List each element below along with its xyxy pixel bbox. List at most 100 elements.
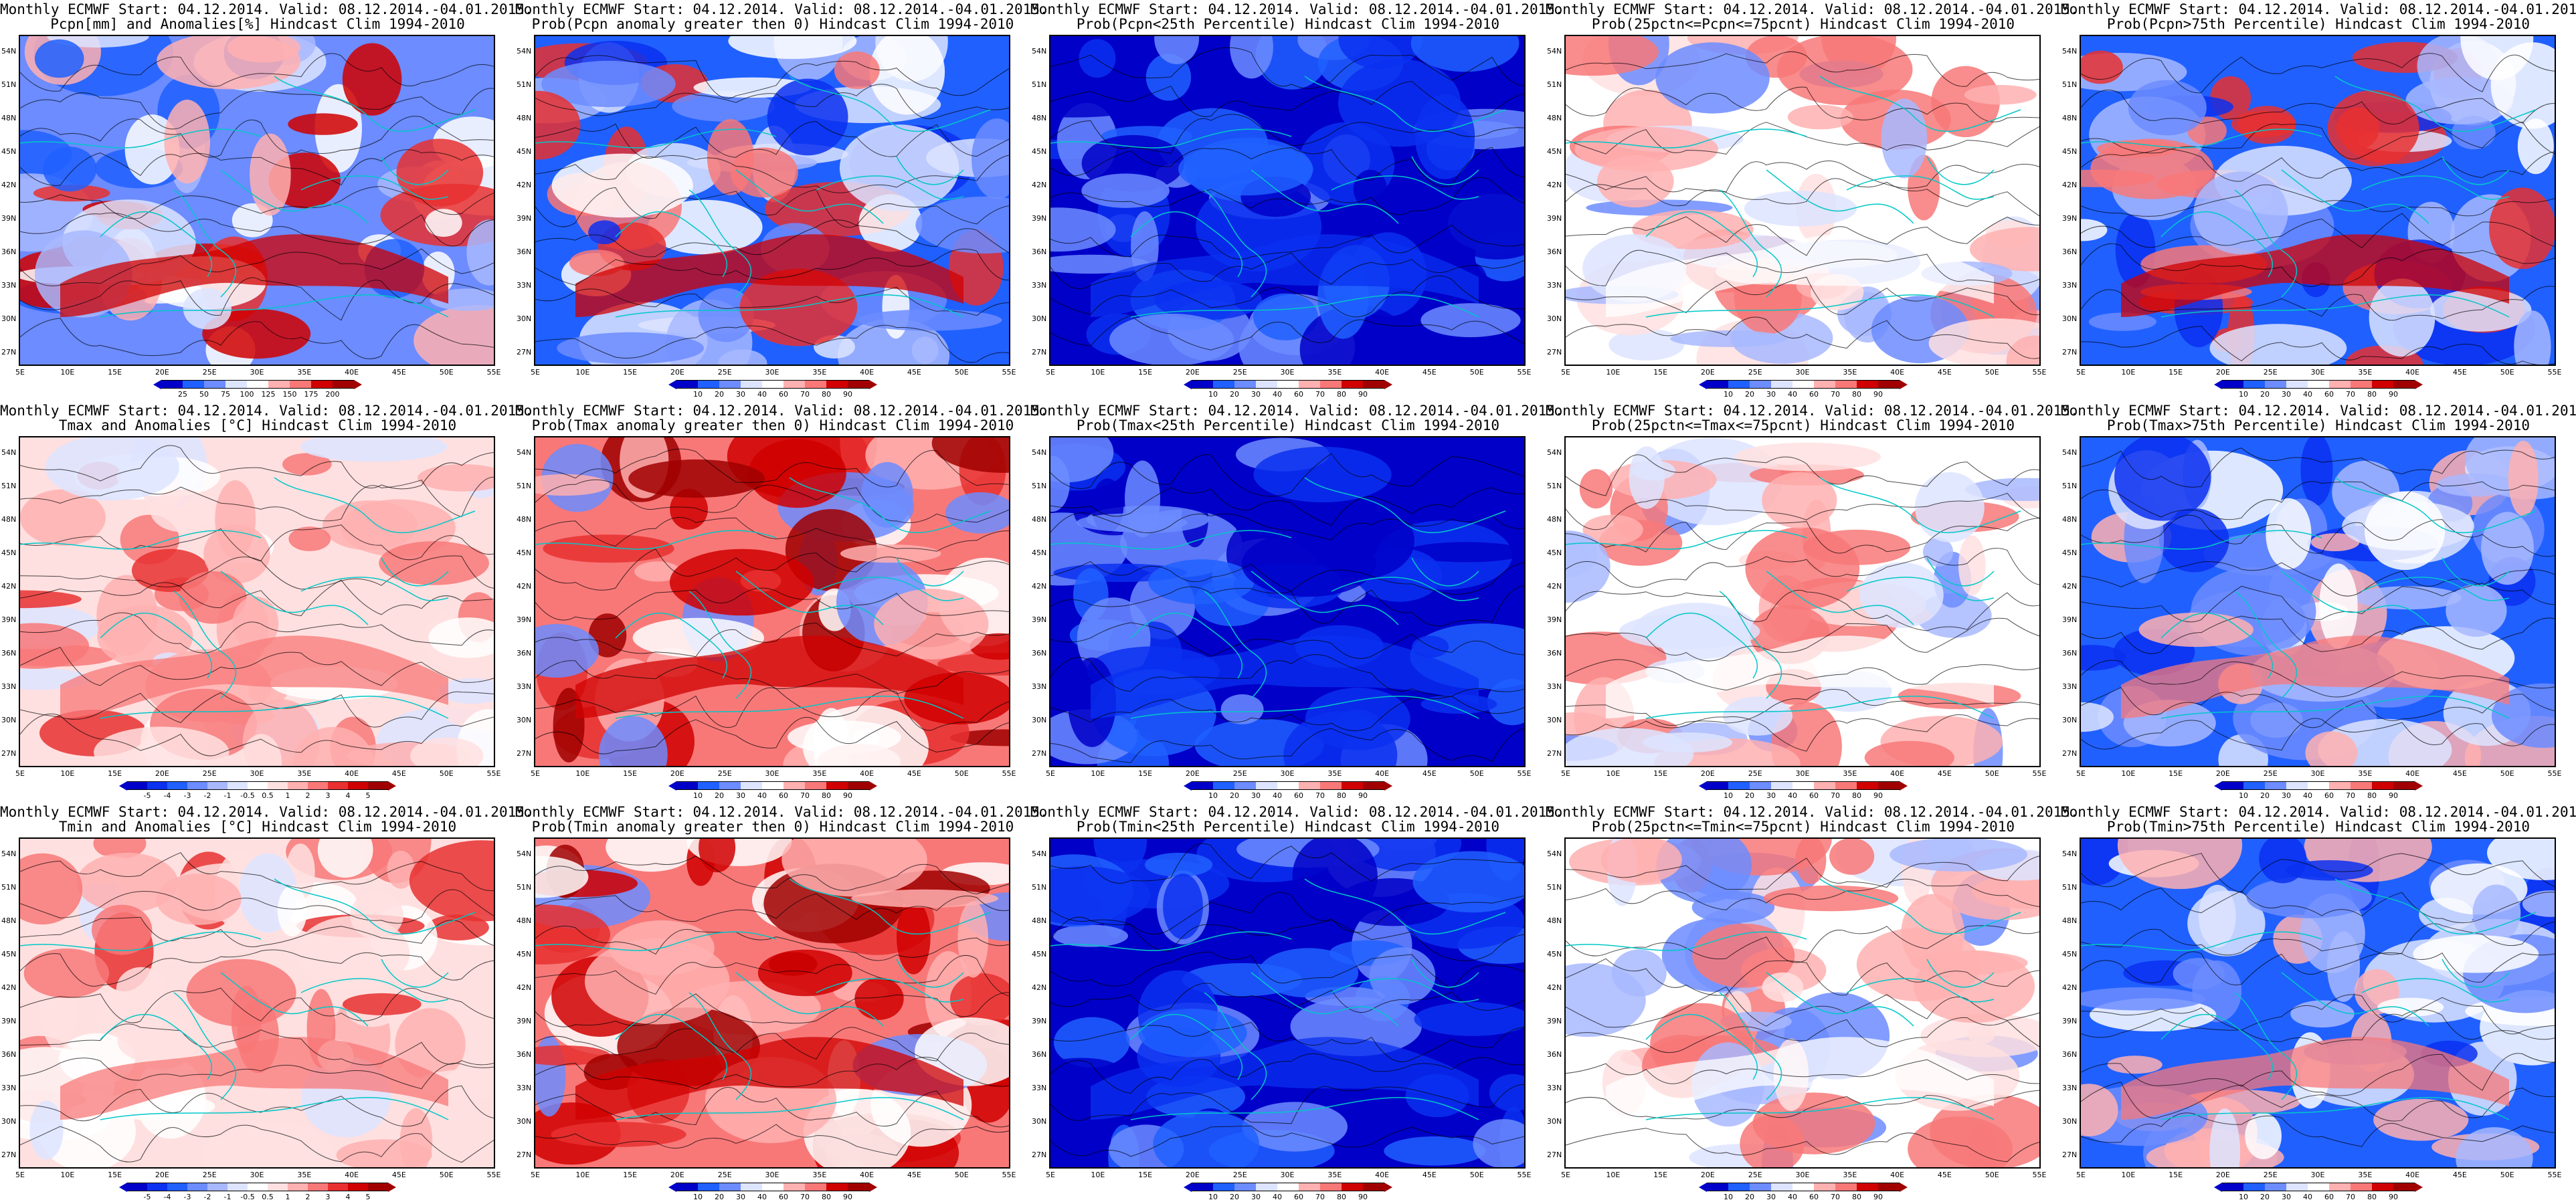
latitude-label: 48N bbox=[1, 114, 17, 122]
coastline bbox=[1130, 211, 1243, 278]
color-scale-segment bbox=[1213, 781, 1234, 790]
longitude-label: 5E bbox=[1561, 1171, 1570, 1179]
latitude-label: 42N bbox=[2062, 582, 2078, 591]
color-scale-bar bbox=[119, 781, 396, 791]
coastline bbox=[615, 294, 964, 318]
contour-line bbox=[1050, 177, 1524, 215]
longitude-label: 55E bbox=[486, 368, 501, 377]
coastline bbox=[20, 931, 262, 951]
field-patch bbox=[1241, 531, 1376, 597]
color-scale-segment bbox=[1363, 781, 1384, 790]
color-scale-tick-label: -0.5 bbox=[240, 1193, 255, 1201]
contour-line bbox=[1566, 878, 2039, 910]
longitude-label: 5E bbox=[531, 368, 540, 377]
field-patch bbox=[1414, 1002, 1524, 1036]
color-scale-segment bbox=[247, 380, 268, 389]
longitude-label: 45E bbox=[1422, 1171, 1437, 1179]
field-patch bbox=[117, 1019, 198, 1064]
coastline bbox=[615, 612, 727, 679]
color-scale-bar bbox=[668, 380, 877, 389]
latitude-label: 33N bbox=[1, 281, 17, 290]
longitude-label: 20E bbox=[2215, 769, 2230, 778]
color-scale-bar bbox=[668, 1183, 877, 1192]
coastline bbox=[816, 978, 964, 1003]
field-patch bbox=[2081, 645, 2126, 671]
color-scale-tick-label: 90 bbox=[1358, 390, 1368, 399]
field-patch bbox=[1109, 314, 1234, 365]
contour-line bbox=[535, 1087, 1009, 1128]
coastline bbox=[2361, 978, 2510, 1003]
color-scale-tick-label: 30 bbox=[2282, 390, 2291, 399]
longitude-label: 15E bbox=[1653, 368, 1668, 377]
longitude-label: 20E bbox=[155, 769, 169, 778]
color-scale-tick-label: 20 bbox=[715, 390, 724, 399]
field-patch bbox=[2246, 876, 2372, 918]
field-patch bbox=[1969, 227, 2039, 272]
field-patch bbox=[1723, 696, 1792, 736]
contour-line bbox=[535, 517, 1009, 552]
latitude-label: 45N bbox=[2062, 548, 2078, 557]
field-patch bbox=[1923, 537, 1954, 567]
field-patch bbox=[2199, 884, 2236, 948]
contour-line bbox=[535, 84, 1009, 120]
latitude-label: 42N bbox=[2062, 983, 2078, 992]
color-scale-segment bbox=[719, 380, 741, 389]
latitude-label: 45N bbox=[2062, 147, 2078, 156]
field-patch bbox=[972, 118, 1009, 200]
contour-line bbox=[20, 555, 494, 590]
latitude-label: 30N bbox=[1547, 716, 1562, 724]
longitude-label: 55E bbox=[2032, 1171, 2047, 1179]
color-scale-tick-label: 20 bbox=[1230, 791, 1239, 800]
field-patch bbox=[1292, 839, 1378, 920]
map-panel: Monthly ECMWF Start: 04.12.2014. Valid: … bbox=[0, 803, 533, 1204]
color-scale-tick-label: 30 bbox=[736, 390, 745, 399]
longitude-label: 10E bbox=[2121, 1171, 2136, 1179]
coastline bbox=[2234, 591, 2298, 699]
field-patch bbox=[2460, 36, 2534, 80]
longitude-label: 40E bbox=[2405, 1171, 2420, 1179]
color-scale-segment bbox=[2308, 1183, 2329, 1191]
latitude-label: 30N bbox=[517, 314, 532, 323]
latitude-label: 33N bbox=[2062, 1084, 2078, 1092]
latitude-label: 54N bbox=[517, 47, 532, 56]
panel-title: Monthly ECMWF Start: 04.12.2014. Valid: … bbox=[0, 403, 533, 419]
field-patch bbox=[1864, 740, 1954, 766]
field-patch bbox=[839, 124, 959, 211]
coastline bbox=[896, 557, 964, 587]
color-scale-segment bbox=[2286, 781, 2308, 790]
contour-line bbox=[1566, 276, 2039, 315]
coastline bbox=[20, 530, 262, 550]
color-scale-tick-label: 40 bbox=[1788, 791, 1797, 800]
color-scale-tick-label: 20 bbox=[2260, 1193, 2270, 1201]
contour-line bbox=[1566, 249, 2039, 287]
field-patch bbox=[2173, 958, 2225, 990]
field-patch bbox=[2377, 997, 2444, 1017]
color-scale-segment bbox=[698, 781, 719, 790]
color-scale-tick-label: 40 bbox=[1788, 1193, 1797, 1201]
panel-subtitle: Prob(25pctn<=Pcpn<=75pcnt) Hindcast Clim… bbox=[1591, 16, 2015, 32]
field-patch bbox=[861, 462, 913, 528]
coastline bbox=[300, 175, 449, 200]
color-scale-tick-label: 70 bbox=[1315, 791, 1325, 800]
coastline bbox=[1766, 972, 1914, 1027]
longitude-label: 5E bbox=[1046, 769, 1055, 778]
color-scale-tick-label: 70 bbox=[1315, 1193, 1325, 1201]
latitude-label: 48N bbox=[2062, 515, 2078, 524]
coastline bbox=[1566, 931, 1807, 951]
longitude-label: 50E bbox=[2500, 368, 2514, 377]
contour-line bbox=[1050, 224, 1524, 260]
longitude-label: 25E bbox=[717, 368, 732, 377]
coastline bbox=[688, 189, 752, 298]
color-scale-segment bbox=[1299, 781, 1320, 790]
panel-subtitle: Tmax and Anomalies [°C] Hindcast Clim 19… bbox=[58, 417, 457, 433]
color-scale-segment bbox=[826, 1183, 848, 1191]
color-scale-tick-label: 20 bbox=[2260, 390, 2270, 399]
color-scale-segment bbox=[248, 781, 268, 790]
color-scale-tick-label: 80 bbox=[2367, 390, 2377, 399]
coastline bbox=[1566, 128, 1807, 148]
longitude-label: 10E bbox=[575, 1171, 590, 1179]
contour-line bbox=[1050, 47, 1524, 89]
latitude-label: 33N bbox=[1032, 281, 1047, 290]
latitude-label: 51N bbox=[2062, 482, 2078, 490]
contour-line bbox=[20, 445, 494, 490]
